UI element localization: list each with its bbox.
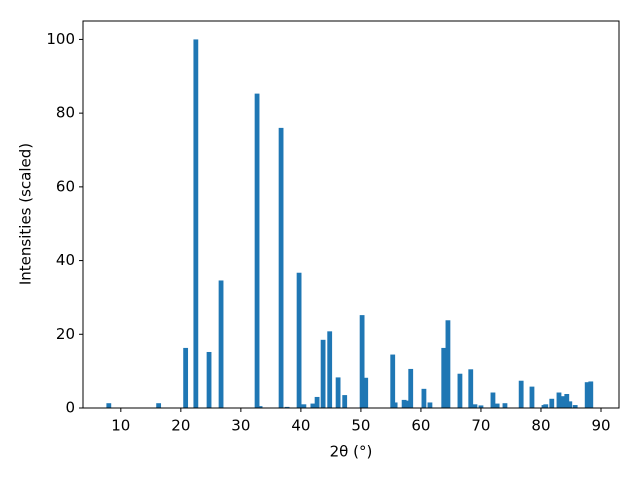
bar — [490, 392, 496, 408]
bar — [502, 403, 508, 408]
x-tick-label: 60 — [411, 417, 430, 435]
bar — [478, 405, 484, 408]
bar — [427, 402, 433, 408]
bar — [567, 401, 573, 408]
bar — [408, 368, 414, 408]
bar — [529, 386, 535, 408]
y-axis-label: Intensities (scaled) — [17, 143, 35, 285]
bar — [560, 396, 566, 408]
bar — [106, 403, 112, 408]
bar — [543, 404, 549, 408]
x-tick-label: 70 — [471, 417, 490, 435]
bar — [549, 398, 555, 408]
bar — [401, 399, 407, 408]
bar — [156, 403, 162, 408]
bar — [564, 393, 570, 408]
bar — [278, 127, 284, 408]
bar — [445, 320, 451, 408]
y-tick-label: 40 — [56, 251, 75, 269]
y-tick-label: 20 — [56, 325, 75, 343]
bar — [310, 403, 316, 408]
bar — [342, 395, 348, 408]
x-tick-label: 40 — [291, 417, 310, 435]
bar — [183, 347, 189, 408]
bar — [363, 377, 369, 408]
bar — [421, 388, 427, 408]
bar — [193, 39, 199, 409]
x-tick-label: 90 — [591, 417, 610, 435]
bar — [284, 406, 290, 408]
bar — [518, 380, 524, 408]
bar — [254, 93, 260, 408]
bar — [359, 315, 365, 408]
x-tick-label: 20 — [171, 417, 190, 435]
bar — [472, 404, 478, 408]
bar — [257, 406, 263, 408]
bar — [494, 403, 500, 408]
bar — [588, 381, 594, 408]
bar — [206, 351, 212, 408]
x-tick-label: 30 — [231, 417, 250, 435]
bar — [572, 405, 578, 408]
bar — [392, 402, 398, 408]
bar — [320, 339, 326, 408]
bar — [556, 392, 562, 408]
bar — [390, 354, 396, 408]
x-axis-label: 2θ (°) — [330, 443, 373, 461]
bar — [584, 382, 590, 408]
bar — [218, 280, 224, 408]
plot-frame — [82, 20, 620, 409]
bar — [314, 396, 320, 408]
y-tick-label: 60 — [56, 177, 75, 195]
bar — [457, 373, 463, 408]
bar — [441, 347, 447, 408]
bar — [327, 331, 333, 408]
bar — [335, 377, 341, 408]
bar — [296, 272, 302, 408]
y-tick-label: 80 — [56, 104, 75, 122]
y-tick-label: 0 — [65, 399, 75, 417]
x-tick-label: 80 — [531, 417, 550, 435]
x-tick-label: 10 — [111, 417, 130, 435]
x-tick-label: 50 — [351, 417, 370, 435]
bar — [404, 400, 410, 408]
bar — [301, 404, 307, 408]
y-tick-label: 100 — [46, 30, 75, 48]
bar — [468, 369, 474, 408]
